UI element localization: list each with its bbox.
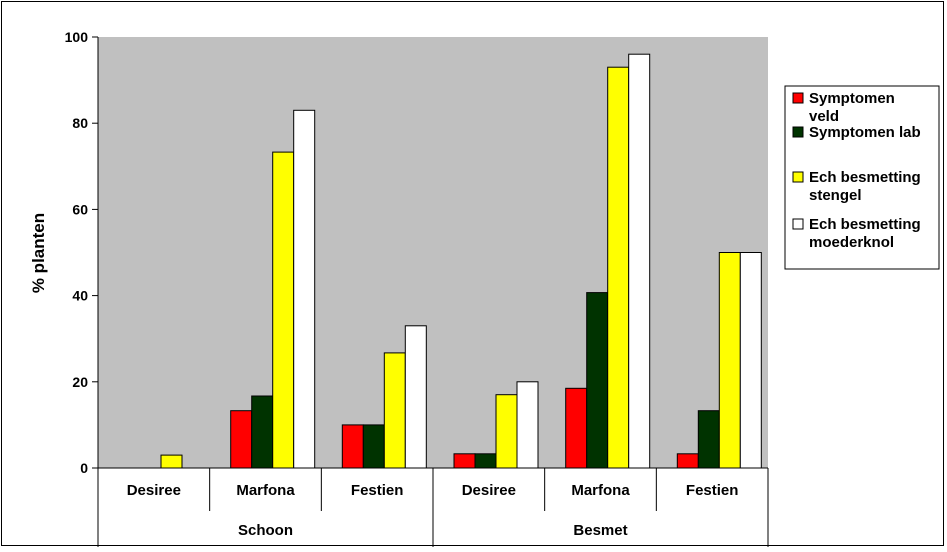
y-tick-label: 80 [72,115,88,131]
axes-group: 0 20 40 60 80 100 Desiree Marfona Festien Desiree… [65,29,769,547]
legend-label: stengel [809,187,862,204]
legend-label: veld [809,108,839,125]
legend-swatch [792,92,804,104]
legend-box [784,85,940,270]
bar-ech-besmetting-stengel-3 [495,394,518,469]
x-tick-label: Festien [686,482,739,499]
bar-ech-besmetting-moederknol-2 [404,325,427,469]
bar-symptomen-veld-3 [453,453,476,469]
y-tick-label: 20 [72,374,88,390]
x-tick-label: Festien [351,482,404,499]
bar-ech-besmetting-stengel-1 [272,151,295,469]
y-tick-label: 40 [72,288,88,304]
bar-symptomen-lab-2 [362,424,385,469]
bar-ech-besmetting-stengel-0 [160,454,183,469]
legend-swatch [792,126,804,138]
bar-symptomen-lab-3 [474,453,497,469]
group-label: Schoon [238,522,293,539]
bar-ech-besmetting-moederknol-1 [293,109,316,469]
legend-label: Symptomen lab [809,124,921,141]
bar-symptomen-veld-1 [230,410,253,469]
bar-symptomen-veld-2 [341,424,364,469]
bar-ech-besmetting-moederknol-4 [628,53,651,469]
bar-ech-besmetting-moederknol-5 [739,252,762,469]
y-tick-label: 100 [65,29,89,45]
legend-label: Ech besmetting [809,216,921,233]
bar-ech-besmetting-stengel-5 [718,252,741,469]
legend-swatch [792,218,804,230]
bar-ech-besmetting-stengel-4 [607,66,630,469]
y-axis-label: % planten [29,213,48,293]
legend-label: Symptomen [809,90,895,107]
legend-swatch [792,171,804,183]
bar-symptomen-lab-4 [586,292,609,469]
group-label: Besmet [573,522,627,539]
x-tick-label: Desiree [462,482,516,499]
y-tick-label: 0 [80,460,88,476]
legend-label: Ech besmetting [809,169,921,186]
x-tick-label: Marfona [571,482,630,499]
bar-symptomen-veld-5 [676,453,699,469]
bar-symptomen-lab-1 [251,395,274,469]
bar-ech-besmetting-moederknol-3 [516,381,539,469]
x-tick-label: Desiree [127,482,181,499]
x-tick-label: Marfona [236,482,295,499]
plot-area [98,37,768,468]
bars-group [160,53,762,469]
y-tick-label: 60 [72,201,88,217]
bar-symptomen-veld-4 [565,387,588,469]
bar-ech-besmetting-stengel-2 [383,352,406,469]
bar-symptomen-lab-5 [697,410,720,469]
legend-label: moederknol [809,234,894,251]
